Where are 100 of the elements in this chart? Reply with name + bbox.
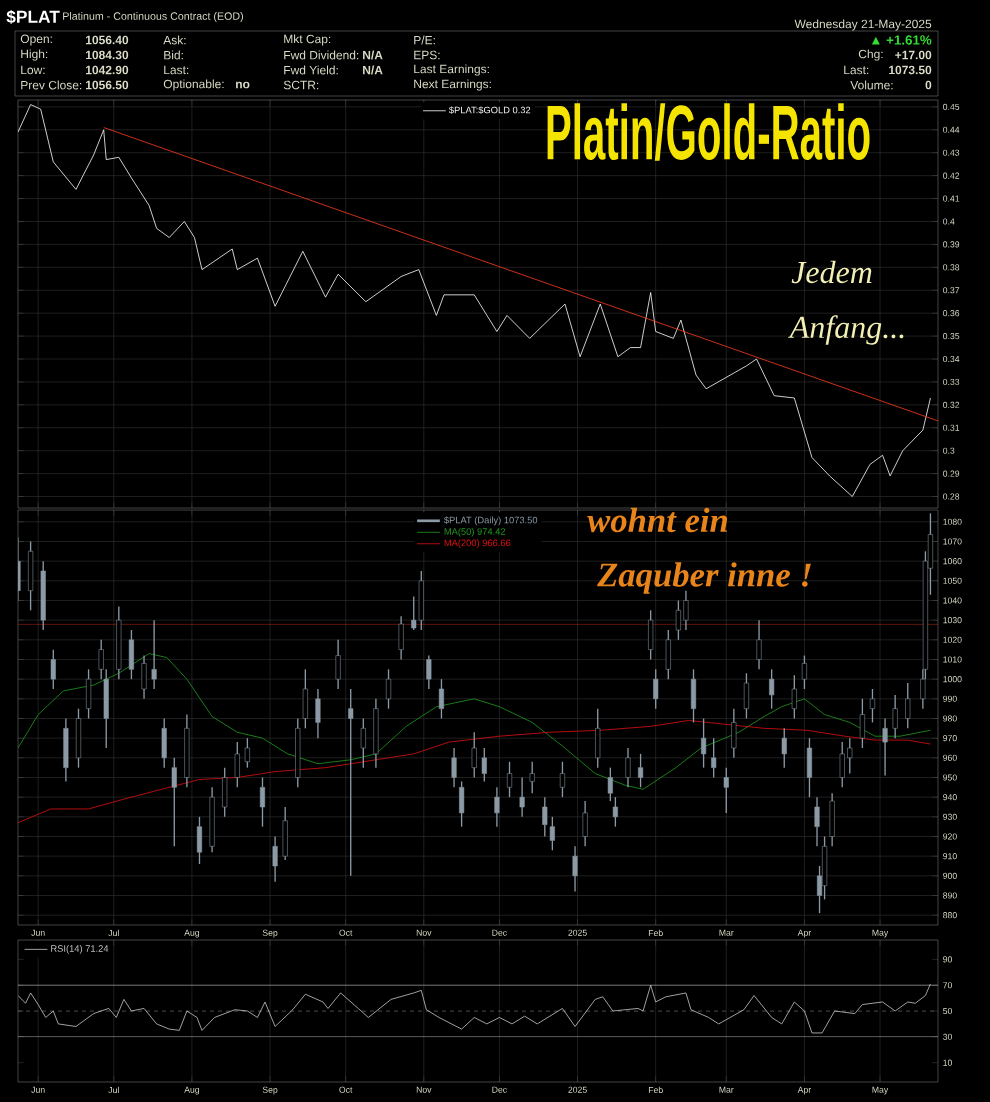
y-tick-label: 0.41 [943,195,960,202]
text: Optionable: [163,79,224,91]
x-tick-label: Feb [648,1086,663,1094]
y-tick-label: 0.45 [943,103,960,110]
y-tick-label: 0.44 [943,126,960,133]
y-tick-label: 0.43 [943,149,960,156]
y-tick-label: 30 [943,1033,953,1040]
y-tick-label: 0.39 [943,241,960,248]
x-tick-label: Dec [492,1086,507,1093]
text: N/A [363,65,383,75]
text: Fwd Yield: [284,65,338,75]
x-tick-label: Nov [416,1086,432,1093]
annotation: Jedem [791,260,872,284]
text: ▲ +1.61% [871,35,932,45]
x-tick-label: Jul [108,929,119,937]
x-tick-label: May [872,929,889,938]
legend-label: RSI(14) 71.24 [51,945,109,954]
x-tick-label: Aug [184,1086,200,1095]
y-tick-label: 0.3 [943,447,955,454]
y-tick-label: 0.37 [943,287,960,294]
y-tick-label: 890 [943,892,957,899]
x-tick-label: Jun [31,929,45,936]
y-tick-label: 0.32 [943,401,960,408]
text: EPS: [414,50,440,60]
text: Last Earnings: [414,64,489,76]
y-tick-label: 880 [943,912,957,919]
text: +17.00 [895,50,932,60]
y-tick-label: 0.29 [943,470,960,477]
text: Bid: [164,50,183,60]
x-tick-label: Aug [184,929,200,938]
text: 0 [925,80,932,90]
text: 1056.40 [86,35,129,45]
y-tick-label: 920 [943,833,957,840]
text: 1042.90 [86,65,129,75]
y-tick-label: 970 [943,735,957,742]
x-tick-label: Mar [719,1086,734,1093]
legend-label: $PLAT (Daily) 1073.50 [443,516,538,526]
x-tick-label: Sep [262,1086,278,1095]
x-tick-label: 2025 [568,929,587,936]
y-tick-label: 990 [943,695,957,702]
text: Next Earnings: [414,79,491,91]
text: 1073.50 [889,65,932,75]
x-tick-label: Sep [262,929,278,938]
text: Prev Close: [21,80,82,90]
x-tick-label: Jun [31,1086,45,1093]
text: Open: [20,34,52,46]
y-tick-label: 1080 [943,518,962,525]
y-tick-label: 1060 [943,558,962,565]
x-tick-label: Jul [108,1086,119,1094]
text: 1056.50 [86,80,129,90]
y-tick-label: 0.36 [943,310,960,317]
x-tick-label: Apr [797,1086,812,1095]
text: $PLAT [6,9,60,25]
legend-label: $PLAT:$GOLD 0.32 [448,106,531,114]
y-tick-label: 0.33 [943,378,960,385]
y-tick-label: 1010 [943,656,962,663]
y-tick-label: 10 [943,1059,953,1066]
x-tick-label: Nov [416,929,432,936]
legend-label: MA(200) 966.66 [444,539,511,549]
text: Ask: [163,35,186,45]
x-tick-label: Dec [492,929,507,936]
text: Wednesday 21-May-2025 [794,19,932,31]
x-tick-label: Oct [339,1086,353,1093]
y-tick-label: 0.42 [943,172,960,179]
text: Mkt Cap: [284,34,331,46]
y-tick-label: 950 [943,774,957,781]
y-tick-label: 1000 [943,676,962,683]
y-tick-label: 930 [943,813,957,820]
y-tick-label: 0.38 [943,264,960,271]
text: Last: [164,65,189,75]
chart-title: Platin/Gold-Ratio [547,103,870,161]
y-tick-label: 1020 [943,636,962,643]
y-tick-label: 1030 [943,617,962,624]
y-tick-label: 0.4 [943,218,955,225]
y-tick-label: 0.31 [943,424,960,431]
text: Last: [844,65,869,75]
y-tick-label: 70 [943,982,953,989]
y-tick-label: 940 [943,794,957,801]
text: P/E: [414,35,435,45]
annotation: Anfang... [788,315,904,345]
y-tick-label: 1070 [943,538,962,545]
y-tick-label: 900 [943,872,957,879]
y-tick-label: 0.34 [943,355,960,363]
text: Volume: [850,80,893,90]
y-tick-label: 910 [943,853,957,860]
annotation: Zaquber inne ! [597,562,811,594]
y-tick-label: 960 [943,754,957,761]
text: Low: [21,65,45,75]
text: N/A [363,50,383,60]
y-tick-label: 0.28 [943,493,960,500]
x-tick-label: May [872,1086,889,1095]
text: Platinum - Continuous Contract (EOD) [63,12,243,22]
text: Chg: [858,49,883,61]
x-tick-label: Apr [797,929,812,938]
y-tick-label: 1050 [943,577,962,584]
text: 1084.30 [86,50,129,60]
x-tick-label: Feb [648,929,663,937]
y-tick-label: 90 [943,956,953,963]
x-tick-label: Oct [339,929,353,936]
text: Fwd Dividend: [284,50,359,60]
